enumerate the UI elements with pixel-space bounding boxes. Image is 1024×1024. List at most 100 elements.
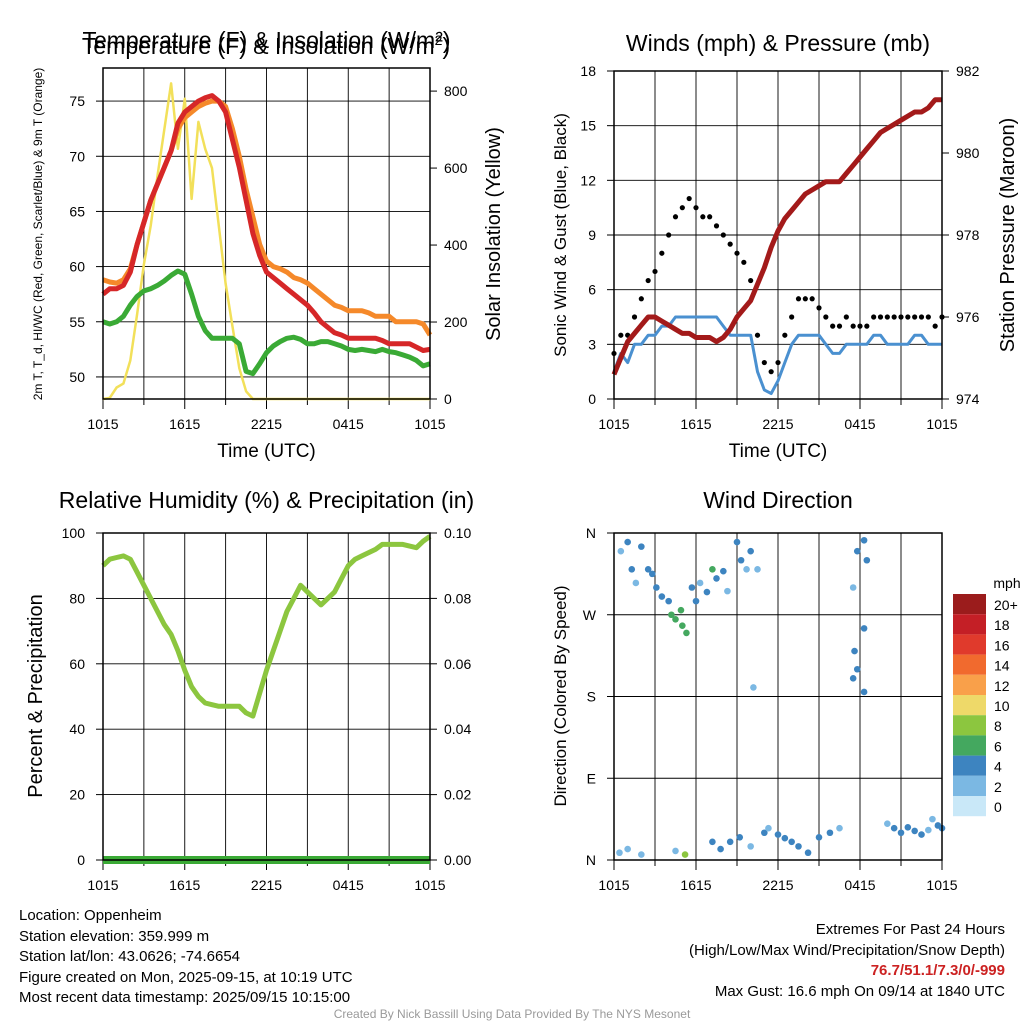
y-tick-label: 60 — [69, 656, 85, 672]
gust-point — [932, 323, 938, 329]
y2-tick-label: 980 — [956, 145, 980, 161]
direction-point — [658, 593, 666, 600]
gust-point — [884, 314, 890, 320]
direction-point — [679, 622, 686, 629]
gust-point — [741, 259, 747, 265]
station-elevation: Station elevation: 359.999 m — [19, 927, 210, 945]
direction-point — [918, 831, 925, 838]
plot-frame — [613, 70, 943, 400]
gust-point — [707, 214, 713, 220]
direction-point — [826, 829, 834, 837]
y-tick-label: N — [586, 525, 596, 541]
y-tick-label: 60 — [69, 259, 85, 275]
direction-point — [724, 587, 731, 595]
direction-point — [774, 831, 782, 838]
chart-panel-4: 1015 1615 2215 0415 1015 Wind Direction N E S W N D… — [551, 487, 1021, 893]
y2-tick-label: 978 — [956, 227, 980, 243]
y-tick-label: 50 — [69, 369, 85, 385]
direction-point — [851, 647, 858, 655]
recent-data-timestamp: Most recent data timestamp: 2025/09/15 1… — [19, 989, 351, 1006]
direction-point — [692, 597, 700, 605]
gust-point — [871, 314, 877, 320]
pressure-line — [611, 97, 942, 376]
gust-point — [802, 296, 808, 302]
gust-point — [843, 314, 849, 320]
gust-point — [693, 205, 699, 211]
station-info: Location: Oppenheim Station elevation: 3… — [19, 906, 353, 1009]
gust-point — [830, 323, 836, 329]
legend-swatch — [953, 715, 986, 736]
chart-panel-3: 1015 1615 2215 0415 1015 Relative Humidity (%… — [25, 487, 474, 893]
y2-tick-label: 0.04 — [444, 721, 471, 737]
direction-point — [628, 566, 636, 573]
direction-point — [897, 829, 905, 837]
direction-point — [717, 845, 724, 853]
y-tick-label: 3 — [588, 336, 596, 352]
y-tick-label: 15 — [580, 118, 596, 134]
series-line-1 — [101, 93, 431, 353]
extremes-title: Extremes For Past 24 Hours — [815, 921, 1005, 938]
extremes-values: 76.7/51.1/7.3/0/-999 — [870, 962, 1005, 979]
legend-label: 6 — [994, 738, 1002, 754]
x-axis-label: Time (UTC) — [217, 441, 316, 462]
direction-point — [638, 543, 645, 550]
direction-point — [863, 556, 871, 564]
title-close-paren: ) — [442, 33, 450, 59]
gust-point — [857, 323, 863, 329]
direction-point — [683, 629, 690, 637]
chart-title: Temperature (F) & Insolation (W/m2) — [82, 32, 450, 59]
y-axis-label: Sonic Wind & Gust (Blue, Black) — [551, 113, 570, 357]
y-axis-label: Percent & Precipitation — [25, 594, 47, 797]
direction-point — [795, 843, 802, 850]
chart-panel-2: 1015 1615 2215 0415 1015 Winds (mph) & Pressu… — [551, 30, 1019, 462]
humidity-line — [101, 534, 432, 719]
y2-tick-label: 0.00 — [444, 852, 471, 868]
plot-frame — [102, 532, 431, 861]
legend-swatch — [953, 755, 986, 776]
direction-point — [788, 838, 795, 846]
legend-label: 14 — [994, 658, 1010, 674]
direction-point — [709, 838, 716, 846]
legend-swatch — [953, 654, 986, 675]
direction-point — [853, 547, 861, 555]
legend-label: 0 — [994, 799, 1002, 815]
gust-point — [768, 369, 774, 375]
direction-point — [653, 584, 660, 591]
gust-point — [666, 232, 672, 238]
title-superscript: 2 — [435, 32, 443, 48]
gust-point — [877, 314, 884, 320]
direction-point — [860, 625, 868, 632]
y-tick-label: E — [587, 770, 596, 786]
x-tick-label: 1615 — [169, 877, 200, 893]
x-tick-label: 1615 — [169, 416, 200, 432]
legend-label: 10 — [994, 698, 1010, 714]
gust-point — [659, 250, 665, 256]
y2-tick-label: 800 — [444, 83, 468, 99]
y-tick-label: S — [587, 689, 596, 705]
direction-point — [733, 538, 741, 546]
credit-line: Created By Nick Bassill Using Data Provi… — [333, 1007, 691, 1021]
direction-point — [696, 579, 704, 587]
legend-label: 12 — [994, 678, 1010, 694]
direction-point — [648, 570, 656, 578]
y-axis-label: 2m T, T_d, HI/WC (Red, Green, Scarlet/Bl… — [31, 68, 45, 401]
y2-tick-label: 200 — [444, 314, 468, 330]
gust-point — [652, 268, 658, 275]
mesonet-figure: Temperature (F) & Insolation (W/m2)1015 1… — [25, 27, 1021, 893]
direction-point — [747, 547, 754, 555]
gust-point — [754, 332, 761, 338]
x-tick-label: 1015 — [598, 877, 629, 893]
legend-title: mph — [993, 575, 1020, 591]
gust-point — [891, 314, 897, 320]
plot-frame — [613, 532, 943, 861]
direction-point — [665, 597, 672, 605]
series-line-3 — [102, 268, 431, 377]
legend-label: 2 — [994, 779, 1002, 795]
legend-label: 8 — [994, 718, 1002, 734]
x-tick-label: 0415 — [844, 877, 875, 893]
y-tick-label: 70 — [69, 148, 85, 164]
direction-point — [884, 820, 891, 827]
y-tick-label: 40 — [69, 721, 85, 737]
gust-point — [734, 250, 740, 256]
direction-point — [815, 833, 823, 841]
